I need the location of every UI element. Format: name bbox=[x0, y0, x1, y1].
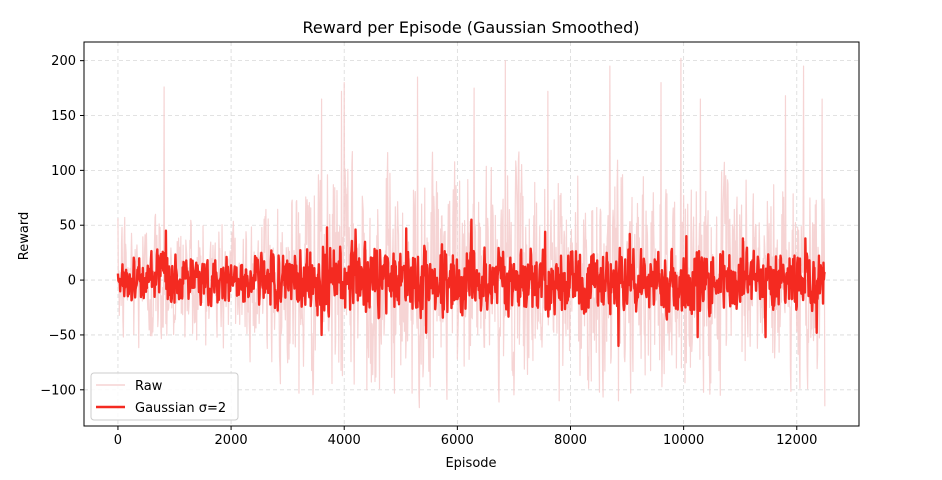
x-tick-label: 8000 bbox=[554, 433, 587, 448]
y-tick-label: 200 bbox=[51, 54, 76, 69]
y-tick-label: 0 bbox=[68, 274, 76, 289]
y-tick-label: −50 bbox=[49, 328, 76, 343]
x-tick-label: 4000 bbox=[328, 433, 361, 448]
x-tick-label: 0 bbox=[114, 433, 122, 448]
legend-box bbox=[90, 372, 239, 421]
legend: Raw Gaussian σ=2 bbox=[90, 372, 239, 421]
y-axis-title: Reward bbox=[17, 212, 32, 260]
x-tick-label: 2000 bbox=[215, 433, 248, 448]
y-tick-label: 150 bbox=[51, 109, 76, 124]
y-tick-label: 50 bbox=[59, 219, 76, 234]
plot-frame bbox=[83, 41, 860, 427]
x-tick-label: 6000 bbox=[441, 433, 474, 448]
legend-label-gaussian: Gaussian σ=2 bbox=[135, 401, 226, 416]
x-axis-title: Episode bbox=[445, 456, 496, 471]
y-tick-label: −100 bbox=[40, 383, 76, 398]
plot-area bbox=[116, 57, 826, 409]
series-layer bbox=[116, 57, 826, 409]
y-tick-label: 100 bbox=[51, 164, 76, 179]
chart-title: Reward per Episode (Gaussian Smoothed) bbox=[303, 18, 640, 37]
x-tick-label: 10000 bbox=[663, 433, 704, 448]
x-axis: 0 2000 4000 6000 8000 10000 12000 bbox=[114, 426, 817, 448]
series-gaussian-line bbox=[116, 218, 826, 348]
x-tick-label: 12000 bbox=[776, 433, 817, 448]
legend-label-raw: Raw bbox=[135, 379, 163, 394]
y-axis: −100 −50 0 50 100 150 200 bbox=[40, 54, 84, 398]
